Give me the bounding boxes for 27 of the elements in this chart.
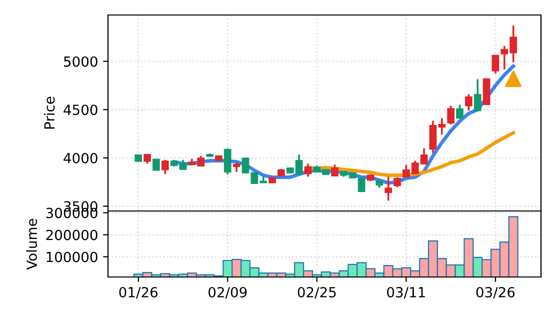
candlestick bbox=[474, 78, 482, 112]
y-axis-title: Price bbox=[44, 96, 55, 129]
x-tick-label: 03/11 bbox=[387, 286, 425, 299]
y-tick-label: 5000 bbox=[64, 56, 98, 67]
x-tick-label: 01/26 bbox=[119, 286, 158, 299]
x-tick-label: 02/09 bbox=[208, 286, 247, 299]
candlestick bbox=[224, 148, 232, 176]
candlestick bbox=[152, 158, 160, 172]
candlestick bbox=[179, 158, 187, 171]
y-axis-title: Volume bbox=[26, 218, 38, 270]
candlestick bbox=[456, 104, 464, 120]
y-tick-label: 200000 bbox=[46, 230, 98, 240]
candlestick bbox=[144, 153, 151, 165]
candlestick bbox=[465, 93, 472, 112]
y-tick-label: 4000 bbox=[64, 152, 98, 164]
x-tick-label: 03/26 bbox=[476, 286, 515, 299]
y-tick-label: 4500 bbox=[64, 104, 98, 116]
candlestick bbox=[304, 162, 312, 178]
candlestick bbox=[492, 54, 500, 74]
candlestick bbox=[384, 176, 392, 202]
candlestick bbox=[232, 161, 240, 173]
candlestick bbox=[447, 104, 455, 126]
x-tick-label: 02/25 bbox=[298, 286, 336, 299]
candlestick bbox=[331, 164, 338, 178]
candlestick bbox=[394, 176, 401, 188]
y-tick-label: 100000 bbox=[46, 252, 98, 262]
candlestick bbox=[161, 158, 169, 176]
